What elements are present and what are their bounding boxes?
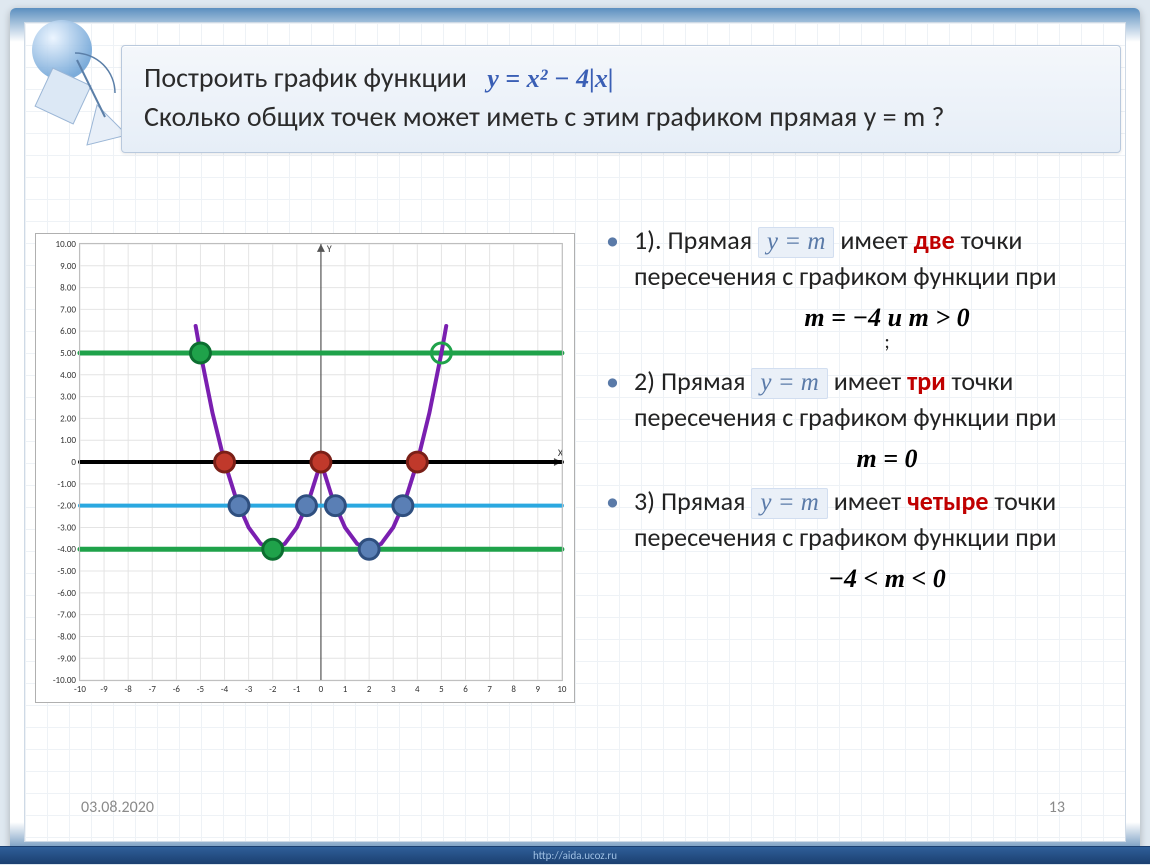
svg-text:-1.00: -1.00 <box>57 479 76 490</box>
answer1-lead: 1). Прямая <box>634 224 758 256</box>
svg-text:-5: -5 <box>197 684 205 695</box>
svg-text:-10.00: -10.00 <box>53 675 77 686</box>
svg-text:8: 8 <box>511 684 516 695</box>
slide-inner: Построить график функции y = x² − 4|x| С… <box>24 22 1126 842</box>
svg-text:5.00: 5.00 <box>60 348 76 359</box>
svg-text:-6: -6 <box>173 684 181 695</box>
svg-text:-7.00: -7.00 <box>57 610 76 621</box>
header-prefix: Построить график функции <box>144 60 467 95</box>
answer3-mid: имеет <box>828 485 907 517</box>
svg-text:-1: -1 <box>293 684 301 695</box>
svg-text:-3.00: -3.00 <box>57 522 76 533</box>
svg-text:-2.00: -2.00 <box>57 501 76 512</box>
svg-text:X: X <box>558 447 564 459</box>
semicolon-note: ; <box>634 329 1140 356</box>
svg-text:9.00: 9.00 <box>60 261 76 272</box>
svg-text:2: 2 <box>367 684 372 695</box>
svg-text:9: 9 <box>536 684 541 695</box>
svg-text:-4: -4 <box>221 684 229 695</box>
svg-text:-9.00: -9.00 <box>57 653 76 664</box>
answer3-lead: 3) Прямая <box>634 485 751 517</box>
svg-text:6: 6 <box>463 684 468 695</box>
answers-panel: 1). Прямая y = m имеет две точки пересеч… <box>600 223 1140 604</box>
answer1-mid: имеет <box>834 224 913 256</box>
problem-header: Построить график функции y = x² − 4|x| С… <box>121 45 1121 153</box>
svg-text:10: 10 <box>557 684 567 695</box>
svg-text:-9: -9 <box>100 684 108 695</box>
svg-text:1: 1 <box>343 684 348 695</box>
svg-text:7.00: 7.00 <box>60 304 76 315</box>
slide-frame: Построить график функции y = x² − 4|x| С… <box>10 8 1140 856</box>
svg-text:-6.00: -6.00 <box>57 588 76 599</box>
function-chart: X Y 10.00 9.00 8.00 7.00 6.00 5.00 4.00 3.00 2.00 1… <box>35 233 575 703</box>
answer2-ym: y = m <box>751 368 828 399</box>
bottom-watermark: http://aida.ucoz.ru <box>0 846 1150 864</box>
svg-text:-3: -3 <box>245 684 253 695</box>
answer1-count: две <box>914 224 955 256</box>
svg-text:5: 5 <box>439 684 444 695</box>
svg-text:4: 4 <box>415 684 420 695</box>
answer2-mid: имеет <box>828 365 907 397</box>
answer2-lead: 2) Прямая <box>634 365 751 397</box>
svg-text:3.00: 3.00 <box>60 392 76 403</box>
svg-text:8.00: 8.00 <box>60 283 76 294</box>
svg-text:2.00: 2.00 <box>60 413 76 424</box>
answer3-ym: y = m <box>751 488 828 519</box>
svg-text:-8: -8 <box>125 684 133 695</box>
svg-text:-8.00: -8.00 <box>57 631 76 642</box>
answer2-cond: m = 0 <box>634 441 1140 476</box>
svg-text:6.00: 6.00 <box>60 326 76 337</box>
svg-text:-5.00: -5.00 <box>57 566 76 577</box>
svg-text:-7: -7 <box>149 684 157 695</box>
footer-page: 13 <box>1049 798 1065 817</box>
svg-text:10.00: 10.00 <box>56 239 77 250</box>
answer-item-2: 2) Прямая y = m имеет три точки пересече… <box>600 364 1140 476</box>
svg-text:0: 0 <box>71 457 76 468</box>
svg-text:4.00: 4.00 <box>60 370 76 381</box>
svg-text:1.00: 1.00 <box>60 435 76 446</box>
answer2-count: три <box>907 365 946 397</box>
svg-text:Y: Y <box>327 243 332 255</box>
svg-text:-4.00: -4.00 <box>57 544 76 555</box>
answer1-ym: y = m <box>758 227 835 258</box>
svg-text:-10: -10 <box>74 684 86 695</box>
footer-date: 03.08.2020 <box>81 798 154 817</box>
answer3-count: четыре <box>907 485 988 517</box>
header-body: Сколько общих точек может иметь с этим г… <box>144 99 1098 134</box>
svg-text:7: 7 <box>487 684 492 695</box>
answer3-cond: −4 < m < 0 <box>634 561 1140 596</box>
svg-text:3: 3 <box>391 684 396 695</box>
header-equation: y = x² − 4|x| <box>487 64 613 93</box>
answer-item-3: 3) Прямая y = m имеет четыре точки перес… <box>600 484 1140 596</box>
svg-text:-2: -2 <box>269 684 277 695</box>
answer-item-1: 1). Прямая y = m имеет две точки пересеч… <box>600 223 1140 356</box>
svg-text:0: 0 <box>319 684 324 695</box>
